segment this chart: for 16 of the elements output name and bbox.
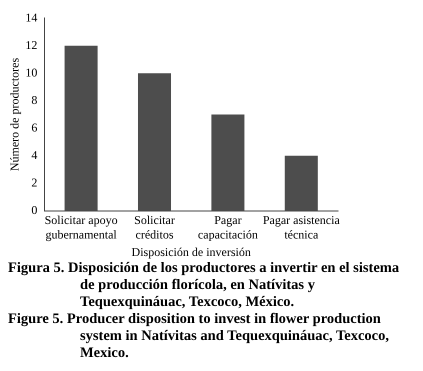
y-tick-label: 8 <box>31 92 38 107</box>
y-tick-label: 10 <box>25 65 38 80</box>
y-tick-label: 14 <box>25 10 38 24</box>
y-axis-title: Número de productores <box>7 58 22 172</box>
text: Figura 5. Disposición de los productores a invertir en el sistema de producción florícola, en Natívitas y Tequexquináuac, Texcoco, México. <box>8 260 400 311</box>
y-tick-label: 4 <box>31 148 38 162</box>
x-tick-label: Solicitar apoyo gubernamental <box>44 213 118 242</box>
y-tick-label: 12 <box>25 38 38 52</box>
y-tick-label: 2 <box>31 175 38 190</box>
y-tick-label: 6 <box>31 120 38 134</box>
x-tick-label: Solicitar créditos <box>134 213 175 242</box>
x-axis-title: Disposición de inversión <box>132 244 251 259</box>
y-tick-label: 0 <box>31 202 38 217</box>
x-tick-label: Pagar capacitación <box>198 213 258 242</box>
x-tick-label: Pagar asistencia técnica <box>262 213 340 242</box>
caption: Figure 5. Producer disposition to invest in flower production system in Natívitas and Tequexquináuac, Texcoco, Mexico. <box>8 311 390 362</box>
